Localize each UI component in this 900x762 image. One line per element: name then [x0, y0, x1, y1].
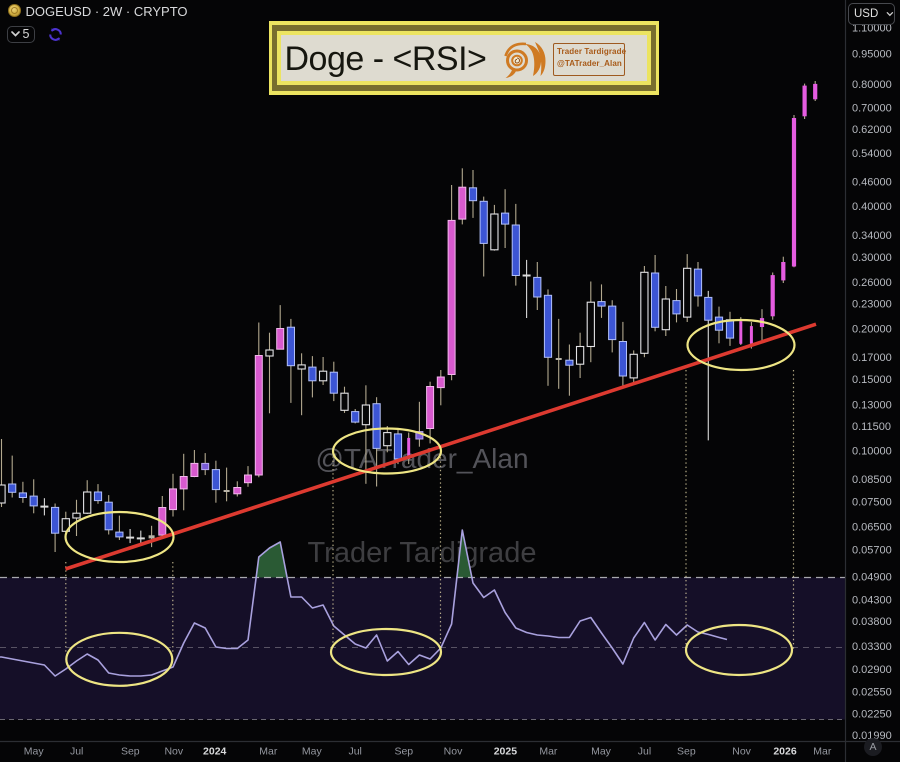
svg-text:Nov: Nov [444, 746, 463, 758]
svg-text:0.40000: 0.40000 [852, 201, 892, 213]
svg-text:0.06500: 0.06500 [852, 522, 892, 534]
svg-text:0.02250: 0.02250 [852, 709, 892, 721]
svg-text:Mar: Mar [259, 746, 278, 758]
svg-text:0.15000: 0.15000 [852, 374, 892, 386]
svg-text:Jul: Jul [70, 746, 83, 758]
svg-text:0.70000: 0.70000 [852, 102, 892, 114]
svg-text:Trader Tardigrade: Trader Tardigrade [308, 537, 537, 569]
svg-text:1.10000: 1.10000 [852, 23, 892, 35]
svg-text:Jul: Jul [638, 746, 651, 758]
svg-text:0.54000: 0.54000 [852, 148, 892, 160]
svg-text:0.30000: 0.30000 [852, 252, 892, 264]
svg-text:0.05700: 0.05700 [852, 545, 892, 557]
svg-text:May: May [591, 746, 612, 758]
svg-text:0.34000: 0.34000 [852, 230, 892, 242]
svg-text:Sep: Sep [394, 746, 413, 758]
svg-text:0.04300: 0.04300 [852, 594, 892, 606]
svg-text:0.20000: 0.20000 [852, 323, 892, 335]
svg-text:0.03300: 0.03300 [852, 641, 892, 653]
svg-text:2025: 2025 [494, 746, 518, 758]
svg-text:0.46000: 0.46000 [852, 177, 892, 189]
svg-text:0.11500: 0.11500 [852, 421, 891, 433]
svg-text:0.01990: 0.01990 [852, 730, 892, 742]
svg-text:Mar: Mar [539, 746, 558, 758]
svg-text:0.02900: 0.02900 [852, 664, 892, 676]
svg-text:0.04900: 0.04900 [852, 571, 892, 583]
svg-text:@TATrader_Alan: @TATrader_Alan [315, 443, 528, 474]
svg-text:0.13000: 0.13000 [852, 399, 892, 411]
svg-text:Nov: Nov [732, 746, 751, 758]
svg-text:0.08500: 0.08500 [852, 474, 892, 486]
svg-text:0.26000: 0.26000 [852, 277, 892, 289]
svg-text:Sep: Sep [121, 746, 140, 758]
svg-text:0.17000: 0.17000 [852, 352, 892, 364]
svg-text:May: May [24, 746, 45, 758]
svg-text:May: May [302, 746, 323, 758]
svg-text:0.07500: 0.07500 [852, 496, 892, 508]
svg-text:0.62000: 0.62000 [852, 124, 892, 136]
svg-text:2024: 2024 [203, 746, 227, 758]
svg-text:Sep: Sep [677, 746, 696, 758]
svg-text:0.95000: 0.95000 [852, 49, 892, 61]
svg-text:2026: 2026 [773, 746, 797, 758]
svg-text:0.23000: 0.23000 [852, 299, 892, 311]
svg-text:0.03800: 0.03800 [852, 616, 892, 628]
svg-text:Mar: Mar [813, 746, 832, 758]
svg-text:Nov: Nov [164, 746, 183, 758]
svg-text:0.10000: 0.10000 [852, 446, 892, 458]
svg-text:0.80000: 0.80000 [852, 79, 892, 91]
svg-text:0.02550: 0.02550 [852, 687, 892, 699]
svg-text:Jul: Jul [348, 746, 361, 758]
